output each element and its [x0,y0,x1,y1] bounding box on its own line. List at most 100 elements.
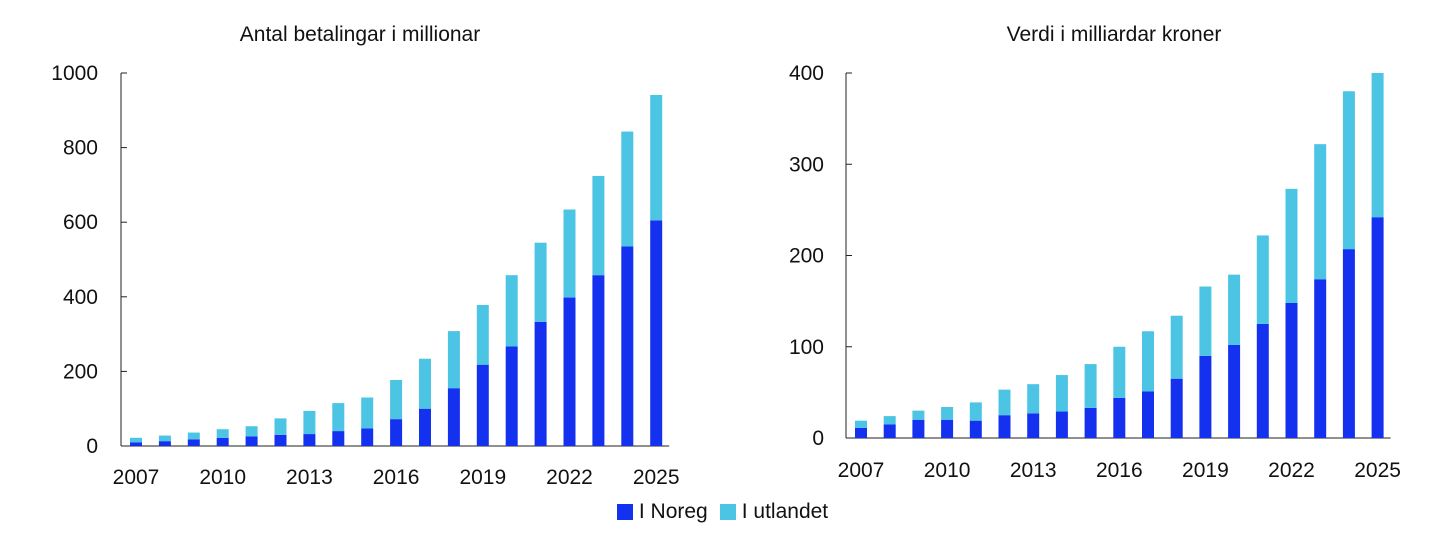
right-bar-noreg-2017 [1142,391,1154,438]
left-bar-noreg-2009 [187,439,200,446]
right-x-tick-label: 2022 [1268,459,1315,482]
right-bar-utlandet-2022 [1285,188,1298,303]
left-bar-noreg-2024 [621,246,634,446]
right-y-tick-label: 300 [789,153,824,176]
left-bar-noreg-2016 [390,419,403,446]
legend-label-noreg: I Noreg [638,500,708,523]
right-bar-utlandet-2019 [1199,286,1212,356]
right-bar-utlandet-2017 [1142,331,1154,392]
left-bar-utlandet-2012 [274,418,287,435]
left-x-tick-label: 2007 [113,466,160,489]
right-bar-utlandet-2023 [1314,144,1327,280]
right-bar-utlandet-2007 [855,420,867,428]
left-bar-utlandet-2023 [592,175,605,276]
left-bar-noreg-2012 [274,434,287,446]
right-bar-utlandet-2011 [969,402,982,421]
left-x-tick-label: 2022 [546,466,593,489]
chart-canvas: Antal betalingar i millionar 0 200 400 600 8… [51,23,1401,489]
right-y-tick-label: 400 [789,62,824,85]
right-chart-panel: Verdi i milliardar kroner 0 100 200 300 400 2… [789,23,1401,482]
right-bar-utlandet-2012 [998,389,1011,416]
right-bar-noreg-2011 [969,420,982,438]
right-bar-noreg-2025 [1371,217,1384,438]
right-bar-utlandet-2008 [883,416,896,425]
right-bar-utlandet-2020 [1228,274,1241,345]
left-bar-noreg-2013 [303,434,316,446]
right-y-tick-label: 0 [812,427,824,450]
left-bar-utlandet-2020 [505,275,518,347]
left-bar-utlandet-2007 [130,437,142,443]
right-bar-noreg-2015 [1084,407,1097,438]
left-bar-noreg-2007 [130,442,142,446]
left-x-tick-label: 2016 [373,466,420,489]
legend: I Noreg I utlandet [0,497,1445,527]
left-bar-noreg-2019 [476,364,489,446]
right-bar-noreg-2008 [883,424,896,438]
left-chart-title: Antal betalingar i millionar [240,23,480,46]
right-x-tick-label: 2025 [1354,459,1401,482]
right-x-tick-label: 2016 [1096,459,1143,482]
left-bar-noreg-2015 [361,428,374,446]
right-bar-utlandet-2016 [1113,346,1126,398]
left-bar-noreg-2010 [216,437,229,446]
left-bar-noreg-2020 [505,346,518,446]
left-y-tick-label: 400 [63,286,98,309]
left-bar-noreg-2022 [563,297,576,446]
right-bar-noreg-2021 [1256,323,1269,438]
left-bar-utlandet-2019 [476,305,489,365]
right-bar-noreg-2018 [1170,378,1183,438]
right-x-tick-label: 2010 [924,459,971,482]
left-bar-utlandet-2014 [332,403,345,432]
right-y-tick-label: 100 [789,336,824,359]
right-bar-noreg-2022 [1285,302,1298,438]
right-bar-noreg-2007 [855,427,867,438]
right-bar-noreg-2024 [1342,249,1355,438]
legend-item-utlandet: I utlandet [719,500,828,524]
right-x-tick-label: 2019 [1182,459,1229,482]
legend-swatch-utlandet [719,504,736,520]
right-bar-utlandet-2015 [1084,364,1097,408]
right-bar-utlandet-2010 [941,406,954,420]
left-bar-utlandet-2024 [621,131,634,247]
left-bar-utlandet-2008 [158,435,171,442]
right-bar-noreg-2013 [1027,413,1040,438]
right-x-tick-label: 2013 [1010,459,1057,482]
right-bar-noreg-2019 [1199,355,1212,438]
right-y-tick-label: 200 [789,245,824,268]
left-bar-noreg-2023 [592,275,605,446]
left-x-tick-label: 2025 [633,466,680,489]
right-bar-utlandet-2024 [1342,91,1355,250]
left-bar-noreg-2021 [534,321,547,446]
left-bar-utlandet-2010 [216,429,229,438]
left-bar-utlandet-2021 [534,242,547,322]
left-y-tick-label: 800 [63,137,98,160]
right-bar-utlandet-2014 [1055,375,1068,412]
left-bar-noreg-2011 [245,436,258,446]
legend-swatch-noreg [616,504,633,520]
left-bar-noreg-2025 [650,220,663,446]
right-bar-noreg-2016 [1113,397,1126,438]
left-y-tick-label: 1000 [51,62,98,85]
left-x-tick-label: 2019 [459,466,506,489]
left-bar-noreg-2014 [332,431,345,446]
left-y-tick-label: 600 [63,211,98,234]
right-bar-noreg-2014 [1055,411,1068,438]
right-bar-noreg-2009 [912,419,925,438]
right-bar-noreg-2020 [1228,344,1241,438]
right-chart-title: Verdi i milliardar kroner [1007,23,1222,46]
left-x-tick-label: 2013 [286,466,333,489]
left-bar-utlandet-2025 [650,95,663,221]
left-bar-utlandet-2018 [447,331,460,389]
left-bar-utlandet-2016 [390,379,403,420]
right-bar-utlandet-2018 [1170,315,1183,379]
legend-item-noreg: I Noreg [616,500,708,524]
left-bar-utlandet-2017 [419,358,431,409]
left-bar-noreg-2018 [447,388,460,446]
left-bar-utlandet-2011 [245,426,258,437]
right-bar-utlandet-2013 [1027,384,1040,414]
left-y-tick-label: 0 [86,435,98,458]
left-bar-utlandet-2015 [361,397,374,429]
right-bar-utlandet-2009 [912,410,925,420]
right-bar-utlandet-2021 [1256,235,1269,324]
left-bar-utlandet-2009 [187,432,200,440]
